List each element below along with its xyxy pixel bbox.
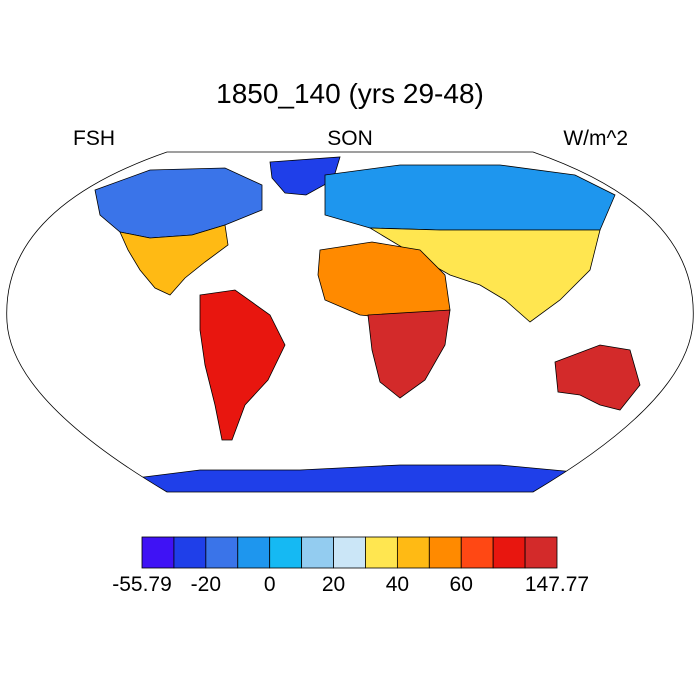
colorbar-tick-label: 40 [385, 573, 410, 596]
north-america-north [94, 167, 263, 239]
eurasia-south [368, 227, 601, 323]
colorbar-swatch [333, 536, 366, 569]
colorbar-swatch [173, 536, 207, 569]
colorbar-tick-label: 0 [263, 573, 276, 596]
colorbar-tick-label: 147.77 [524, 573, 590, 596]
colorbar-swatch [460, 536, 494, 569]
australia [554, 344, 641, 411]
units-label: W/m^2 [563, 127, 628, 150]
eurasia-north [324, 164, 616, 231]
north-america-south [119, 224, 229, 296]
colorbar-swatch [396, 536, 430, 569]
colorbar-swatch [269, 536, 303, 569]
map-title: 1850_140 (yrs 29-48) [216, 78, 484, 109]
colorbar-swatch [141, 536, 175, 569]
season-label: SON [327, 127, 373, 150]
colorbar-tick-label: 20 [321, 573, 346, 596]
colorbar-swatch [524, 536, 558, 569]
map-land [94, 156, 641, 492]
colorbar-swatch [237, 536, 271, 569]
colorbar-tick-label: 60 [449, 573, 473, 596]
colorbar-swatch [301, 536, 334, 569]
colorbar-swatch [205, 536, 239, 569]
colorbar-swatch [365, 536, 398, 569]
south-america [199, 289, 286, 441]
variable-label: FSH [73, 127, 115, 150]
africa-south [367, 309, 451, 399]
colorbar-tick-label: -20 [190, 573, 222, 596]
antarctica [99, 464, 601, 492]
globe-outline [6, 151, 694, 493]
colorbar [141, 536, 558, 569]
colorbar-swatch [428, 536, 462, 569]
colorbar-swatch [492, 536, 526, 569]
colorbar-tick-label: -55.79 [112, 573, 172, 596]
greenland [269, 156, 341, 196]
